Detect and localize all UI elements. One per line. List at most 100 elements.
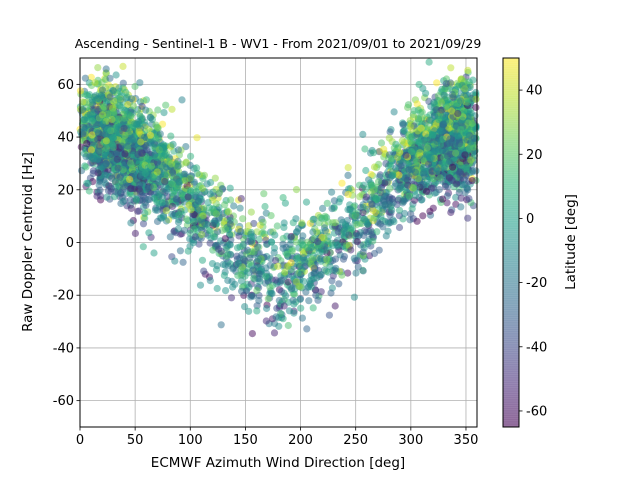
x-tick-label: 150 [233, 433, 258, 448]
scatter-point [169, 140, 177, 148]
scatter-point [166, 233, 174, 241]
scatter-point [430, 100, 438, 108]
scatter-point [394, 153, 402, 161]
scatter-point [119, 62, 127, 70]
scatter-point [452, 149, 460, 157]
scatter-point [150, 249, 158, 257]
scatter-point [394, 196, 402, 204]
scatter-point [356, 193, 364, 201]
scatter-point [90, 154, 98, 162]
scatter-point [249, 266, 257, 274]
scatter-point [292, 215, 300, 223]
scatter-point [87, 146, 95, 154]
scatter-point [127, 204, 135, 212]
scatter-point [433, 137, 441, 146]
scatter-point [432, 106, 440, 114]
scatter-point [405, 192, 413, 200]
scatter-point [352, 269, 360, 277]
scatter-point [290, 309, 298, 317]
scatter-point [461, 85, 469, 93]
scatter-point [309, 215, 317, 224]
scatter-point [261, 230, 269, 238]
colorbar-frame [502, 57, 520, 428]
scatter-point [248, 330, 256, 338]
scatter-point [187, 152, 195, 160]
scatter-point [147, 138, 155, 146]
scatter-point [217, 321, 225, 329]
scatter-point [453, 180, 461, 188]
scatter-point [250, 248, 258, 256]
scatter-point [115, 115, 123, 123]
scatter-point [142, 106, 150, 114]
scatter-point [158, 144, 167, 152]
scatter-point [317, 288, 325, 296]
scatter-point [168, 202, 176, 210]
scatter-point [199, 211, 207, 219]
scatter-point [203, 180, 211, 188]
scatter-point [388, 155, 396, 163]
colorbar-tick-label: -40 [526, 340, 547, 355]
scatter-point [230, 202, 238, 210]
scatter-point [103, 126, 112, 134]
scatter-point [399, 158, 407, 167]
scatter-point [253, 286, 261, 295]
scatter-point [386, 128, 394, 136]
scatter-point [142, 201, 150, 209]
scatter-point [344, 190, 352, 198]
scatter-point [267, 238, 276, 246]
scatter-point [305, 297, 313, 305]
colorbar: -60 -40 -20 0 20 40 Latitude [deg] [502, 57, 579, 428]
scatter-point [348, 207, 356, 215]
scatter-point [259, 218, 267, 226]
scatter-point [119, 198, 127, 206]
scatter-point [399, 121, 407, 129]
scatter-point [173, 184, 182, 192]
scatter-point [411, 168, 420, 176]
scatter-point [184, 193, 192, 201]
scatter-point [171, 257, 179, 265]
scatter-point [280, 219, 288, 227]
scatter-point [175, 211, 183, 219]
scatter-point [102, 65, 110, 73]
scatter-point [369, 237, 377, 245]
scatter-point [121, 150, 129, 158]
scatter-point [319, 204, 327, 212]
scatter-point [94, 135, 102, 143]
scatter-point [283, 250, 291, 258]
scatter-point [211, 174, 219, 182]
scatter-point [362, 166, 370, 175]
scatter-point [408, 140, 416, 148]
scatter-point [79, 98, 87, 106]
scatter-point [392, 164, 400, 172]
scatter-point [457, 126, 465, 134]
scatter-point [284, 321, 292, 330]
scatter-point [447, 64, 455, 72]
scatter-point [406, 123, 414, 131]
scatter-point [415, 138, 423, 146]
scatter-point [210, 208, 218, 216]
scatter-point [193, 134, 201, 142]
scatter-point [361, 145, 369, 153]
scatter-point [347, 224, 355, 232]
scatter-point [314, 296, 322, 304]
scatter-point [184, 247, 192, 255]
scatter-point [442, 102, 451, 110]
scatter-point [342, 229, 350, 237]
scatter-point [469, 167, 477, 175]
scatter-point [272, 276, 280, 284]
scatter-point [249, 292, 257, 300]
colorbar-gradient [503, 58, 519, 427]
scatter-point [422, 187, 431, 195]
scatter-point [139, 243, 147, 251]
scatter-point [114, 164, 122, 172]
scatter-point [389, 171, 397, 179]
scatter-point [237, 266, 245, 274]
scatter-point [179, 258, 187, 266]
scatter-point [333, 241, 341, 249]
scatter-point [309, 304, 317, 312]
scatter-point [438, 127, 446, 135]
scatter-point [106, 74, 114, 82]
scatter-point [161, 177, 169, 186]
scatter-point [194, 197, 202, 205]
